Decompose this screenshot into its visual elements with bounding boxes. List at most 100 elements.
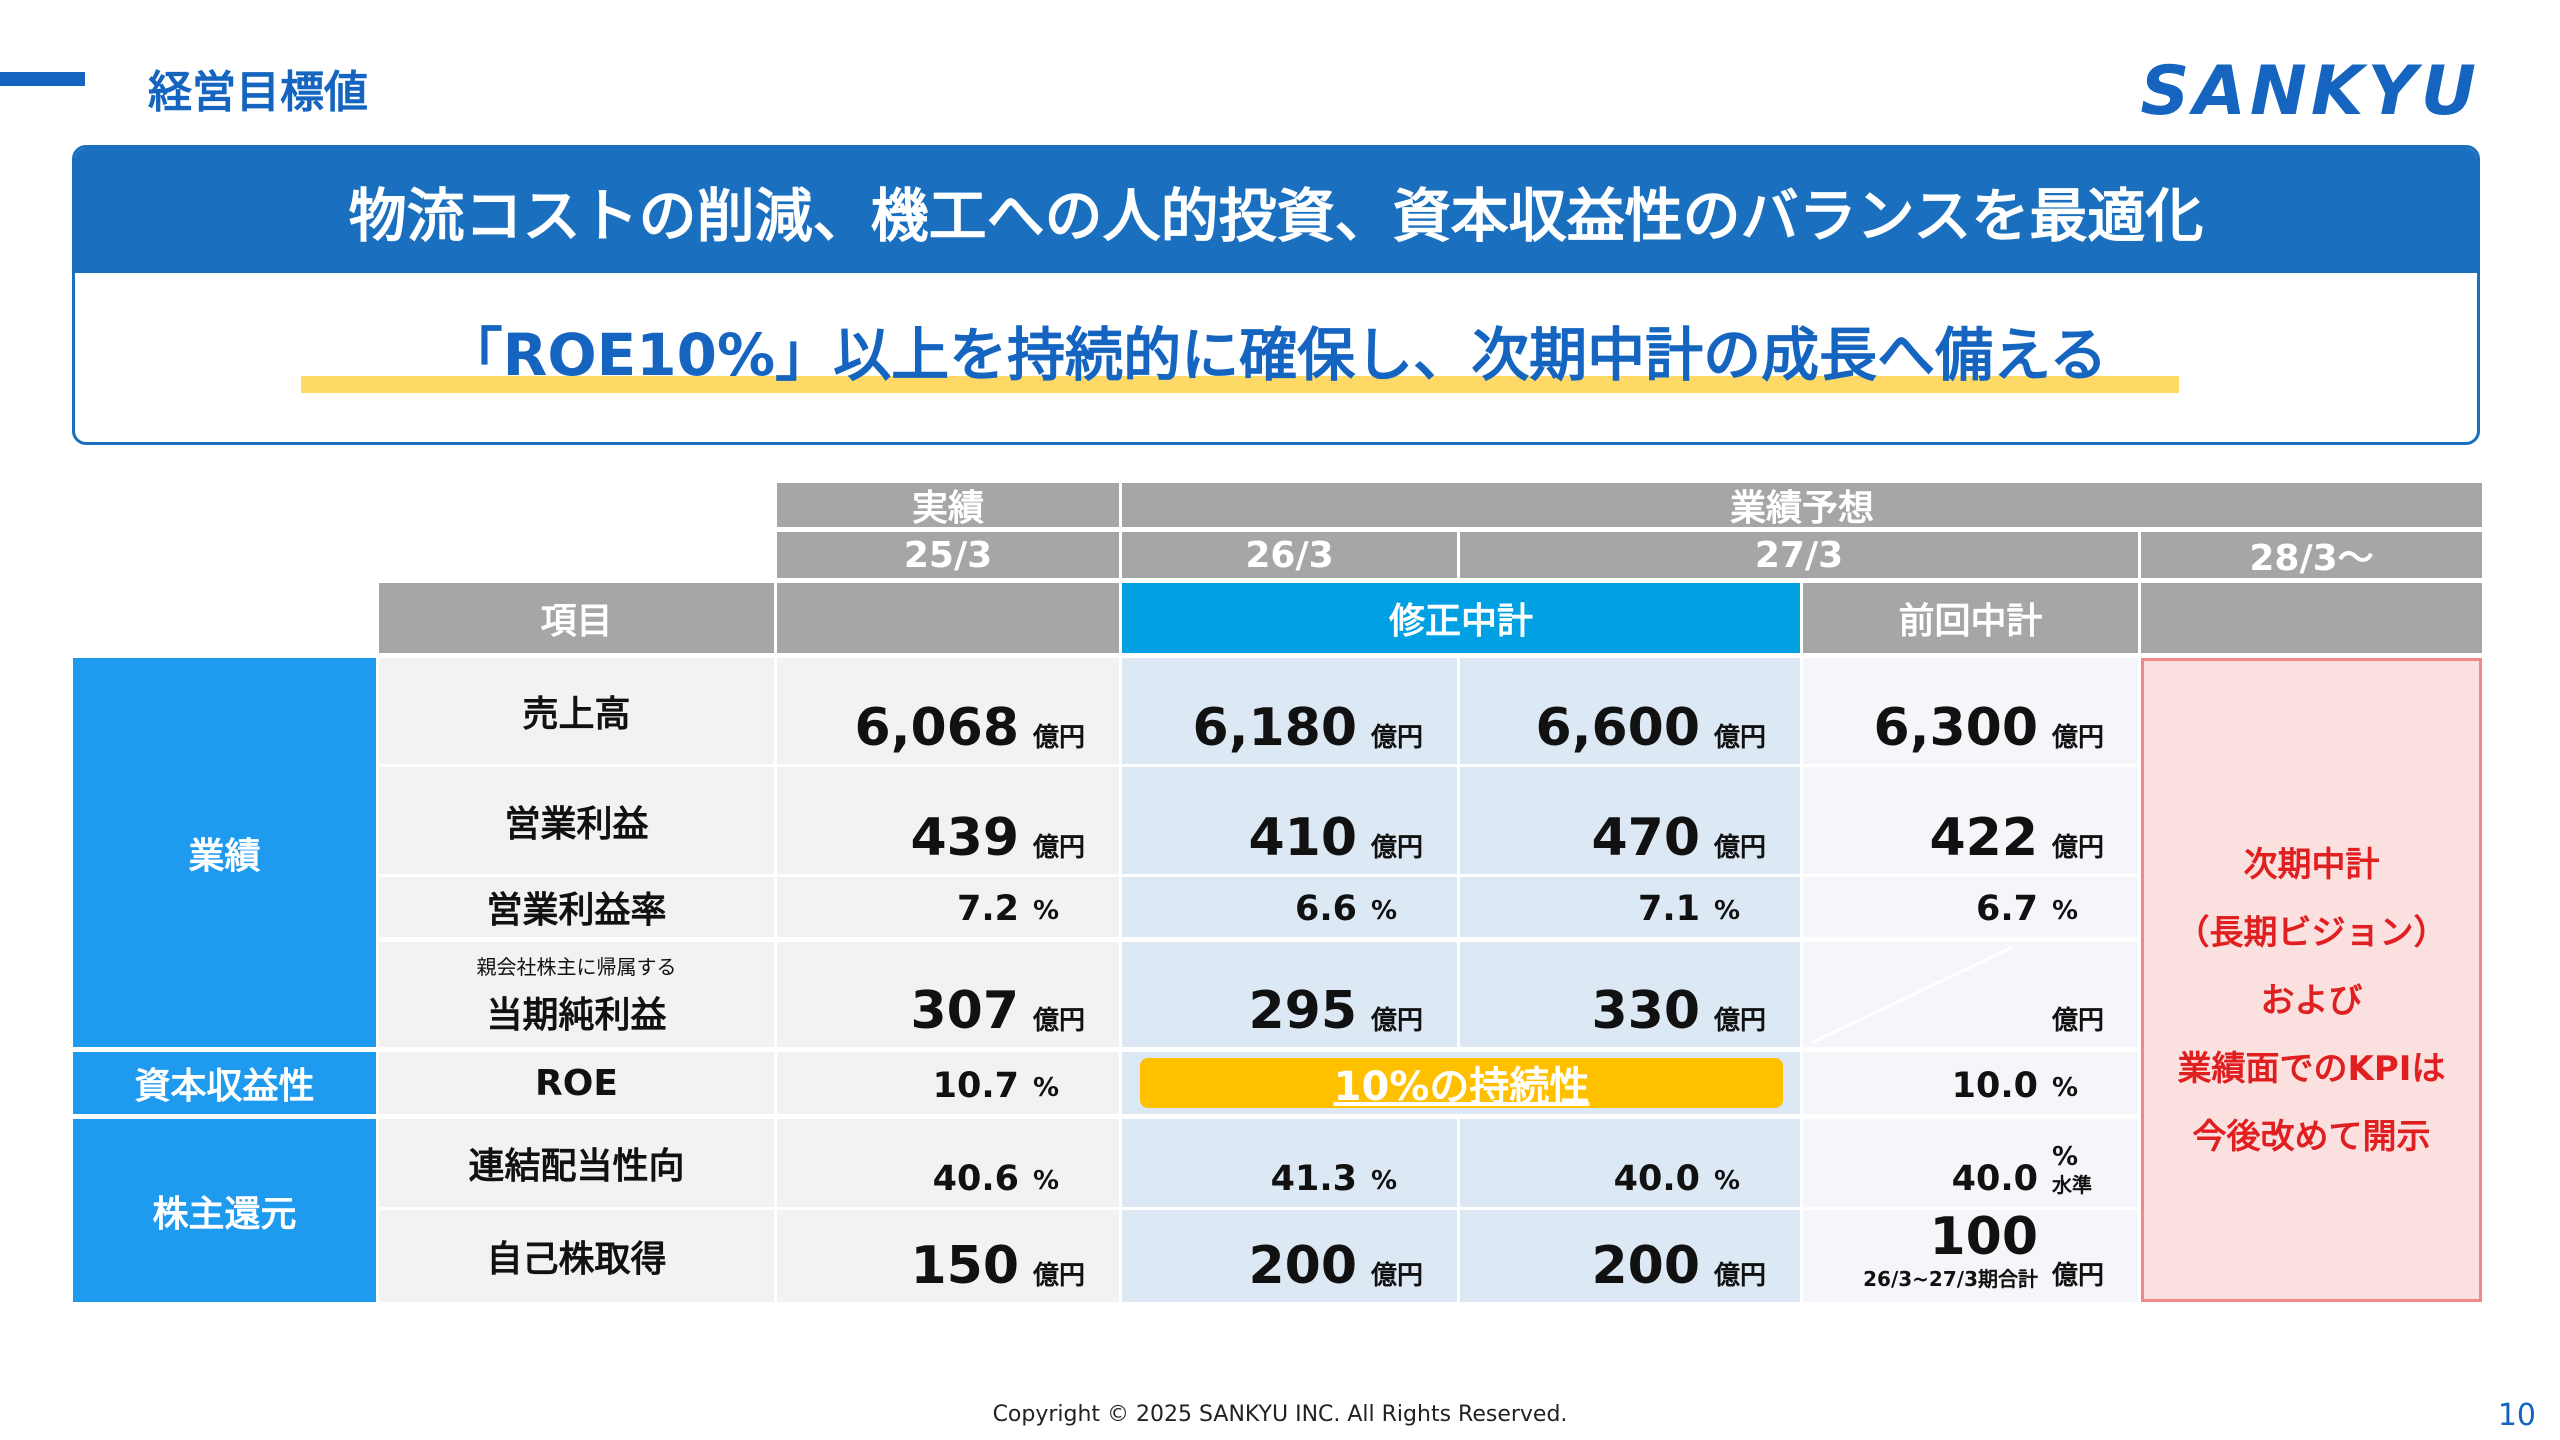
value-wrap: 422 [1929, 812, 2038, 864]
value-cell: 7.2% [777, 877, 1119, 937]
unit-wrap: % 水準 [2038, 1142, 2108, 1197]
value-wrap: 10.0 [1952, 1069, 2038, 1104]
value: 6,068 [854, 698, 1019, 758]
value-cell: 6,180 億円 [1122, 658, 1457, 764]
unit: 億円 [1714, 1260, 1767, 1291]
header-blank [2141, 583, 2482, 653]
column-group: 業績予想 [1122, 483, 2482, 529]
item-label: 営業利益率 [379, 877, 774, 937]
unit-wrap: 億円 [1357, 723, 1427, 754]
unit-wrap: % [2038, 1073, 2108, 1104]
value: 6,180 [1192, 698, 1357, 758]
unit-wrap: 億円 [1700, 1006, 1770, 1037]
value: 470 [1591, 808, 1700, 868]
value: 40.6 [932, 1159, 1019, 1199]
value-cell: 40.0% 水準 [1803, 1119, 2138, 1207]
value-cell: 6,600 億円 [1460, 658, 1800, 764]
value-cell: 6.6% [1122, 877, 1457, 937]
value: 100 [1929, 1207, 2038, 1267]
value: 6.6 [1294, 889, 1357, 929]
value: 41.3 [1270, 1159, 1357, 1199]
unit: % [1033, 895, 1060, 926]
value-wrap: 439 [910, 812, 1019, 864]
unit: 億円 [1714, 1005, 1767, 1036]
value-cell: 439 億円 [777, 767, 1119, 874]
value-wrap: 40.0 [1614, 1162, 1700, 1197]
value-cell: 10.7% [777, 1052, 1119, 1114]
item-note: 親会社株主に帰属する [476, 955, 677, 979]
value-wrap: 6.7 [1976, 892, 2038, 927]
item-label: 連結配当性向 [379, 1119, 774, 1207]
logo: SANKYU [2140, 52, 2480, 131]
value: 40.0 [1951, 1159, 2038, 1199]
unit: 億円 [2052, 832, 2105, 863]
value-wrap: 200 [1248, 1240, 1357, 1292]
unit: 億円 [1371, 832, 1424, 863]
unit-wrap: % [1700, 896, 1770, 927]
value-wrap: 6,300 [1874, 702, 2038, 754]
value: 40.0 [1613, 1159, 1700, 1199]
unit-wrap: % [1019, 1166, 1089, 1197]
copyright: Copyright © 2025 SANKYU INC. All Rights … [992, 1402, 1568, 1427]
value-wrap: 40.6 [933, 1162, 1019, 1197]
value-wrap: 6,600 [1536, 702, 1700, 754]
value-cell: 307 億円 [777, 942, 1119, 1047]
unit: 億円 [2052, 1260, 2105, 1291]
plan-header: 前回中計 [1803, 583, 2138, 653]
unit-wrap: 億円 [1019, 833, 1089, 864]
unit: 億円 [1033, 1260, 1086, 1291]
unit: 億円 [1714, 722, 1767, 753]
value-cell: 10.0% [1803, 1052, 2138, 1114]
outlook-line: 次期中計 [2243, 845, 2380, 885]
page-title: 経営目標値 [148, 67, 368, 118]
unit: % [2052, 895, 2079, 926]
unit-wrap: 億円 [1700, 833, 1770, 864]
item-label: 売上高 [379, 658, 774, 764]
period: 26/3 [1122, 532, 1457, 578]
value-wrap: 470 [1591, 812, 1700, 864]
unit: % [1714, 895, 1741, 926]
value-wrap: 6.6 [1295, 892, 1357, 927]
banner-headline: 物流コストの削減、機工への人的投資、資本収益性のバランスを最適化 [75, 148, 2477, 273]
unit-wrap: % [2038, 896, 2108, 927]
value: 410 [1248, 808, 1357, 868]
value-cell: 6,068 億円 [777, 658, 1119, 764]
unit: % [1033, 1165, 1060, 1196]
value: 295 [1248, 981, 1357, 1041]
value-wrap: 295 [1248, 985, 1357, 1037]
value-cell: 295 億円 [1122, 942, 1457, 1047]
value-wrap: 307 [910, 985, 1019, 1037]
value-cell: 6.7% [1803, 877, 2138, 937]
value-wrap: 150 [910, 1240, 1019, 1292]
unit-wrap: 億円 [2038, 1006, 2108, 1037]
unit-wrap: 億円 [1700, 723, 1770, 754]
unit-wrap: % [1019, 896, 1089, 927]
plan-header: 修正中計 [1122, 583, 1800, 653]
value-cell: 7.1% [1460, 877, 1800, 937]
item-text: 営業利益率 [486, 890, 667, 931]
unit: % [2052, 1141, 2079, 1172]
value-wrap: 7.1 [1638, 892, 1700, 927]
unit-wrap: 億円 [2038, 833, 2108, 864]
item-label: 親会社株主に帰属する 当期純利益 [379, 942, 774, 1047]
unit: 億円 [1033, 1005, 1086, 1036]
page-number: 10 [2497, 1398, 2536, 1433]
diagonal [1812, 945, 2014, 1044]
value-cell: 6,300 億円 [1803, 658, 2138, 764]
value: 422 [1929, 808, 2038, 868]
group-label: 資本収益性 [73, 1052, 376, 1114]
item-text: 連結配当性向 [468, 1146, 685, 1187]
banner: 物流コストの削減、機工への人的投資、資本収益性のバランスを最適化 「ROE10%… [72, 145, 2480, 445]
unit-wrap: % [1700, 1166, 1770, 1197]
value-cell: 150 億円 [777, 1210, 1119, 1302]
value-wrap: 6,068 [855, 702, 1019, 754]
group-label: 業績 [73, 658, 376, 1047]
unit: % [1371, 1165, 1398, 1196]
header-blank [777, 583, 1119, 653]
unit-wrap: 億円 [2038, 723, 2108, 754]
column-group: 実績 [777, 483, 1119, 529]
value: 200 [1248, 1236, 1357, 1296]
unit: % [2052, 1072, 2079, 1103]
unit-wrap: % [1357, 1166, 1427, 1197]
outlook-line: 今後改めて開示 [2192, 1117, 2431, 1157]
